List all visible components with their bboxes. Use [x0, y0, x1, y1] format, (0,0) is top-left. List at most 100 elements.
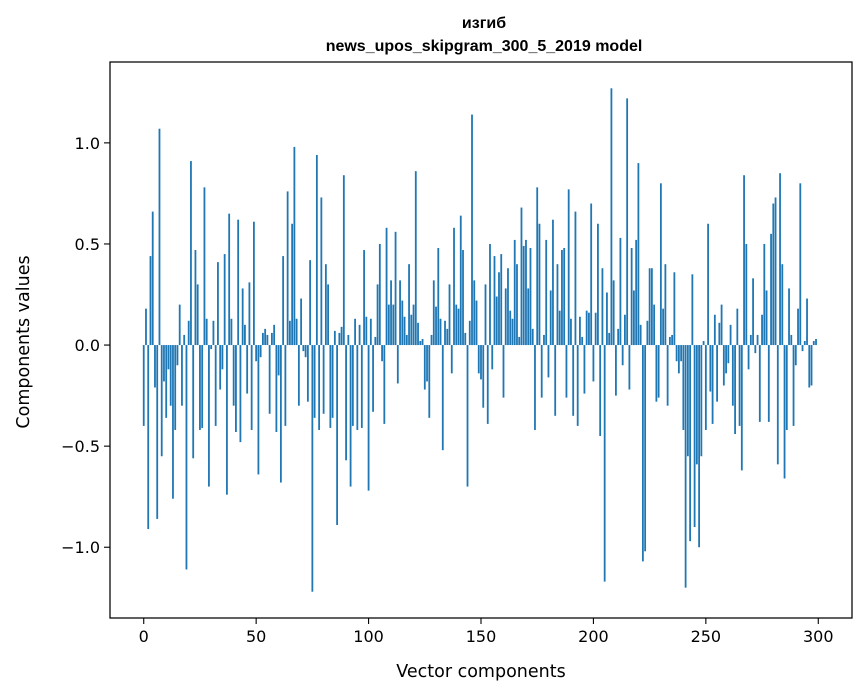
bar-183	[554, 345, 557, 416]
bar-101	[369, 318, 372, 346]
bar-276	[763, 243, 766, 346]
bar-49	[253, 221, 255, 346]
bar-41	[235, 345, 237, 432]
bar-69	[297, 345, 300, 406]
bar-232	[664, 264, 667, 346]
bar-210	[615, 345, 617, 396]
bar-267	[743, 175, 745, 346]
bar-21	[190, 161, 192, 346]
bar-286	[785, 345, 788, 430]
bar-136	[448, 284, 451, 346]
bar-214	[624, 314, 626, 346]
bar-164	[511, 318, 514, 346]
bar-107	[383, 345, 386, 424]
bar-261	[729, 324, 732, 346]
bar-273	[756, 334, 759, 346]
bar-87	[338, 332, 341, 346]
y-tick-label: 1.0	[75, 134, 100, 153]
bar-135	[446, 328, 449, 346]
bar-235	[671, 334, 674, 346]
bar-79	[320, 197, 323, 346]
bar-213	[621, 345, 624, 366]
bar-225	[648, 268, 651, 346]
bars-layer	[142, 88, 817, 592]
x-axis-ticks: 0 50 100 150 200 250 300	[139, 618, 834, 646]
bar-171	[527, 288, 530, 346]
bar-244	[691, 274, 694, 346]
bar-23	[194, 250, 197, 346]
bar-241	[684, 345, 687, 588]
bar-243	[689, 345, 692, 542]
bar-151	[482, 345, 485, 408]
bar-76	[313, 345, 316, 418]
bar-97	[360, 345, 363, 428]
bar-35	[221, 345, 224, 370]
bar-16	[178, 304, 181, 346]
bar-15	[176, 345, 179, 366]
bar-11	[167, 345, 170, 370]
x-tick-label: 100	[353, 627, 384, 646]
bar-7	[158, 128, 161, 346]
bar-197	[585, 310, 588, 346]
bar-193	[576, 345, 579, 426]
bar-148	[475, 300, 478, 346]
bar-71	[302, 345, 305, 352]
bar-283	[779, 173, 781, 346]
bar-159	[500, 254, 503, 346]
bar-25	[199, 345, 201, 430]
bar-113	[396, 345, 399, 384]
bar-297	[810, 345, 813, 386]
bar-272	[754, 345, 757, 354]
bar-156	[493, 256, 496, 346]
bar-284	[781, 264, 784, 346]
bar-296	[808, 345, 811, 388]
bar-10	[165, 345, 168, 418]
bar-121	[414, 171, 417, 346]
bar-265	[738, 345, 741, 426]
bar-120	[412, 304, 415, 346]
bar-188	[565, 345, 568, 398]
bar-37	[226, 345, 228, 495]
bar-173	[531, 328, 534, 346]
bar-98	[363, 250, 365, 346]
bar-128	[430, 334, 433, 346]
bar-1	[145, 308, 147, 346]
bar-57	[270, 332, 273, 346]
bar-238	[677, 345, 680, 374]
bar-160	[502, 345, 505, 398]
bar-91	[347, 334, 350, 346]
bar-270	[749, 334, 752, 346]
bar-129	[432, 280, 435, 346]
bar-65	[288, 320, 291, 346]
bar-253	[711, 345, 714, 424]
bar-223	[644, 345, 647, 552]
bar-178	[543, 334, 545, 346]
bar-295	[806, 298, 808, 346]
bar-38	[228, 213, 231, 346]
bar-280	[772, 203, 775, 346]
bar-140	[457, 308, 460, 346]
bar-166	[516, 264, 518, 346]
bar-231	[662, 308, 665, 346]
bar-64	[286, 191, 289, 346]
bar-42	[237, 219, 240, 346]
bar-50	[255, 345, 258, 362]
bar-80	[322, 345, 325, 414]
bar-190	[570, 318, 572, 346]
chart-title: изгиб	[462, 15, 506, 32]
bar-119	[410, 314, 413, 346]
bar-196	[583, 345, 586, 394]
y-tick-label: −1.0	[61, 538, 100, 557]
x-tick-label: 300	[803, 627, 834, 646]
bar-222	[641, 345, 644, 562]
bar-122	[417, 322, 419, 346]
bar-176	[538, 223, 541, 346]
bar-53	[262, 332, 264, 346]
bar-9	[163, 345, 165, 382]
bar-262	[731, 345, 734, 406]
bar-279	[770, 233, 772, 346]
bar-147	[473, 280, 476, 346]
bar-217	[630, 248, 633, 346]
bar-14	[174, 345, 177, 430]
